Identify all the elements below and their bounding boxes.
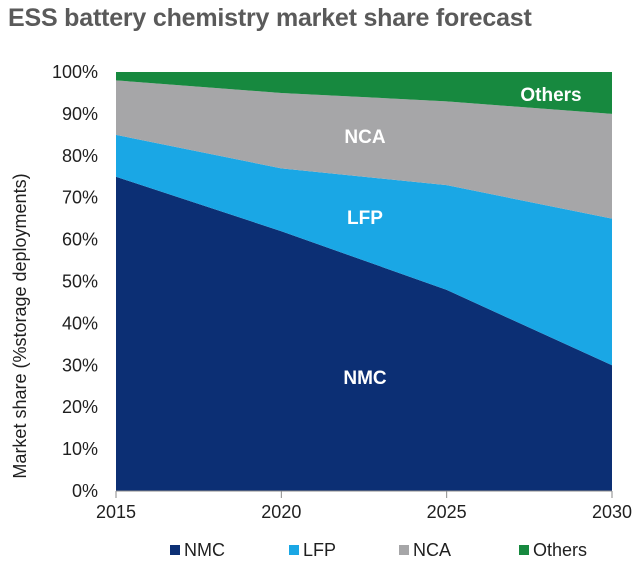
stacked-areas bbox=[116, 72, 612, 491]
legend-swatch-nca bbox=[399, 545, 409, 555]
legend-label-others: Others bbox=[533, 540, 587, 560]
legend-swatch-nmc bbox=[170, 545, 180, 555]
y-tick-label: 0% bbox=[72, 481, 98, 501]
legend: NMC LFP NCA Others bbox=[170, 540, 587, 560]
y-tick-label: 70% bbox=[62, 188, 98, 208]
y-tick-label: 60% bbox=[62, 230, 98, 250]
y-tick-label: 100% bbox=[52, 62, 98, 82]
area-lfp bbox=[116, 134, 612, 366]
legend-label-nmc: NMC bbox=[184, 540, 225, 560]
area-nca bbox=[116, 80, 612, 219]
y-tick-label: 20% bbox=[62, 397, 98, 417]
legend-swatch-lfp bbox=[289, 545, 299, 555]
x-tick-label: 2020 bbox=[261, 502, 301, 522]
y-axis-label: Market share (%storage deployments) bbox=[10, 173, 30, 478]
area-label-nmc: NMC bbox=[343, 368, 387, 389]
area-labels: NMC LFP NCA Others bbox=[343, 85, 581, 389]
x-axis-ticks: 2015 2020 2025 2030 bbox=[96, 491, 632, 522]
y-tick-label: 30% bbox=[62, 355, 98, 375]
area-label-nca: NCA bbox=[344, 127, 385, 148]
area-label-others: Others bbox=[520, 85, 581, 106]
y-tick-label: 10% bbox=[62, 439, 98, 459]
y-tick-label: 50% bbox=[62, 272, 98, 292]
x-tick-label: 2015 bbox=[96, 502, 136, 522]
y-axis-ticks: 0% 10% 20% 30% 40% 50% 60% 70% 80% 90% 100% bbox=[52, 62, 98, 501]
x-tick-label: 2025 bbox=[427, 502, 467, 522]
area-label-lfp: LFP bbox=[347, 208, 383, 229]
x-tick-label: 2030 bbox=[592, 502, 632, 522]
legend-label-lfp: LFP bbox=[303, 540, 336, 560]
y-tick-label: 90% bbox=[62, 104, 98, 124]
legend-swatch-others bbox=[519, 545, 529, 555]
area-others bbox=[116, 72, 612, 114]
y-tick-label: 40% bbox=[62, 313, 98, 333]
legend-label-nca: NCA bbox=[413, 540, 451, 560]
area-nmc bbox=[116, 176, 612, 491]
chart-title: ESS battery chemistry market share forec… bbox=[8, 4, 532, 32]
y-tick-label: 80% bbox=[62, 146, 98, 166]
